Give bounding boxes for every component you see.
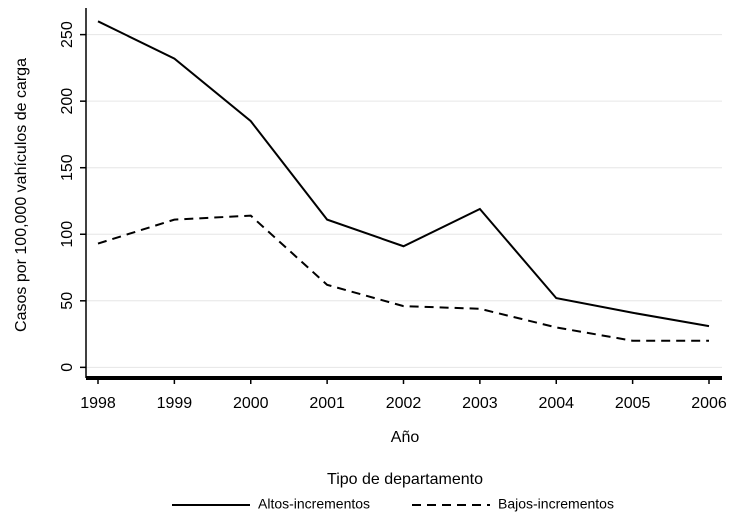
data-line bbox=[97, 20, 710, 328]
x-tick-label: 1999 bbox=[157, 395, 193, 412]
y-tick-label: 100 bbox=[59, 221, 76, 248]
y-tick-label: 150 bbox=[59, 154, 76, 181]
x-tick-label: 2000 bbox=[233, 395, 269, 412]
x-tick-label: 2003 bbox=[462, 395, 498, 412]
legend-title: Tipo de departamento bbox=[327, 471, 483, 488]
y-axis-label: Casos por 100,000 vahículos de carga bbox=[13, 58, 30, 332]
x-tick-label: 1998 bbox=[80, 395, 116, 412]
x-axis-label: Año bbox=[391, 429, 420, 446]
y-tick-label: 50 bbox=[59, 292, 76, 310]
x-tick-label: 2005 bbox=[615, 395, 651, 412]
x-tick-label: 2006 bbox=[691, 395, 727, 412]
y-tick-label: 200 bbox=[59, 88, 76, 115]
data-line bbox=[97, 214, 709, 342]
x-tick-label: 2004 bbox=[538, 395, 574, 412]
x-tick-label: 2001 bbox=[309, 395, 345, 412]
y-tick-label: 250 bbox=[59, 21, 76, 48]
x-tick-label: 2002 bbox=[386, 395, 422, 412]
y-tick-label: 0 bbox=[59, 363, 76, 372]
legend-label: Bajos-incrementos bbox=[498, 496, 614, 512]
legend-label: Altos-incrementos bbox=[258, 496, 370, 512]
